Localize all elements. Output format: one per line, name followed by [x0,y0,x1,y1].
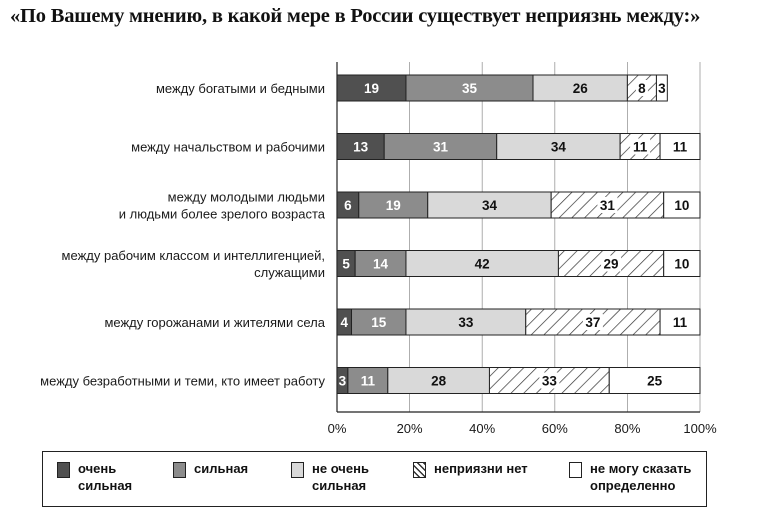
data-label: 33 [458,315,474,330]
category-labels: между богатыми и бедными между начальство… [40,81,326,389]
legend: очень сильная сильная не очень сильная непр… [42,451,707,507]
x-tick-label: 20% [397,421,423,436]
x-tick-label: 0% [328,421,347,436]
data-label: 31 [433,140,449,155]
category-label: между горожанами и жителями села [104,315,325,330]
bar-segment [405,308,527,336]
bar-segment [659,308,701,336]
value-label-bg [601,255,622,272]
data-label: 15 [371,315,387,330]
data-label: 37 [585,315,600,330]
bar-segment [383,133,498,160]
bars: 19 35 26 8 313 31 34 11 116 19 34 31 105 14 42 29 104 15 3… [336,74,701,394]
bar-segment [496,133,621,160]
data-label: 29 [604,257,619,272]
legend-swatch [173,462,186,478]
bar-segment [550,191,665,219]
legend-swatch [413,462,426,478]
data-label: 42 [475,257,490,272]
data-label: 31 [600,198,616,213]
data-label: 6 [344,198,352,213]
gridlines [336,62,701,413]
data-label: 11 [633,140,648,155]
data-label: 3 [658,81,666,96]
legend-item: не очень сильная [291,460,369,494]
data-label: 26 [573,81,589,96]
bar-segment [663,250,701,277]
legend-item: очень сильная [57,460,132,494]
data-label: 19 [364,81,379,96]
stacked-bar-chart: 19 35 26 8 313 31 34 11 116 19 34 31 105 14 42 29 104 15 3… [40,62,717,436]
legend-item: неприязни нет [413,460,528,478]
value-label-bg [597,197,618,213]
data-label: 10 [674,198,689,213]
bar-segment [336,133,385,160]
bar-segment [405,250,559,277]
bar-segment [347,367,389,394]
data-label: 8 [638,81,646,96]
category-label: между начальством и рабочими [131,140,325,155]
bar-segment [608,367,701,394]
x-tick-label: 100% [683,421,717,436]
data-label: 33 [542,374,558,389]
legend-item: сильная [173,460,248,478]
bar-segment [659,133,701,160]
bar-segment [336,74,407,102]
x-axis-ticks: 0% 20% 40% 60% 80% 100% [328,421,717,436]
data-label: 25 [647,374,663,389]
x-tick-label: 80% [614,421,640,436]
legend-label: не могу сказать определенно [590,461,692,493]
legend-swatch [291,462,304,478]
legend-label: сильная [194,461,249,476]
data-label: 34 [551,140,567,155]
legend-swatch [569,462,582,478]
bar-segment [655,74,668,102]
bar-segment [387,367,490,394]
bar-segment [663,191,701,219]
value-label-bg [539,372,560,389]
data-label: 13 [353,140,369,155]
category-label: между богатыми и бедными [156,81,325,96]
legend-label: не очень сильная [312,461,369,493]
data-label: 19 [386,198,401,213]
x-tick-label: 60% [542,421,568,436]
legend-item: не могу сказать определенно [569,460,691,494]
category-label: между молодыми людьми и людьми более зрел… [119,190,326,222]
data-label: 11 [673,140,688,155]
data-label: 4 [341,315,349,330]
data-label: 10 [674,257,689,272]
x-tick-label: 40% [469,421,495,436]
chart-title: «По Вашему мнению, в какой мере в России… [10,5,701,27]
data-label: 11 [361,374,376,389]
bar-segment [427,191,552,219]
value-label-bg [635,80,648,96]
data-label: 11 [673,315,688,330]
bar-segment [532,74,628,102]
bar-segment [354,250,407,277]
category-label: между рабочим классом и интеллигенцией, с… [62,248,325,280]
data-label: 5 [342,257,350,272]
bar-segment [358,191,429,219]
legend-swatch [57,462,70,478]
value-label-bg [582,314,603,330]
data-label: 35 [462,81,478,96]
data-label: 14 [373,257,389,272]
data-label: 3 [339,374,347,389]
legend-label: очень сильная [78,461,133,493]
data-label: 34 [482,198,498,213]
legend-label: неприязни нет [434,461,528,476]
value-label-bg [630,138,651,155]
category-label: между безработными и теми, кто имеет раб… [40,374,325,389]
data-label: 28 [431,374,447,389]
